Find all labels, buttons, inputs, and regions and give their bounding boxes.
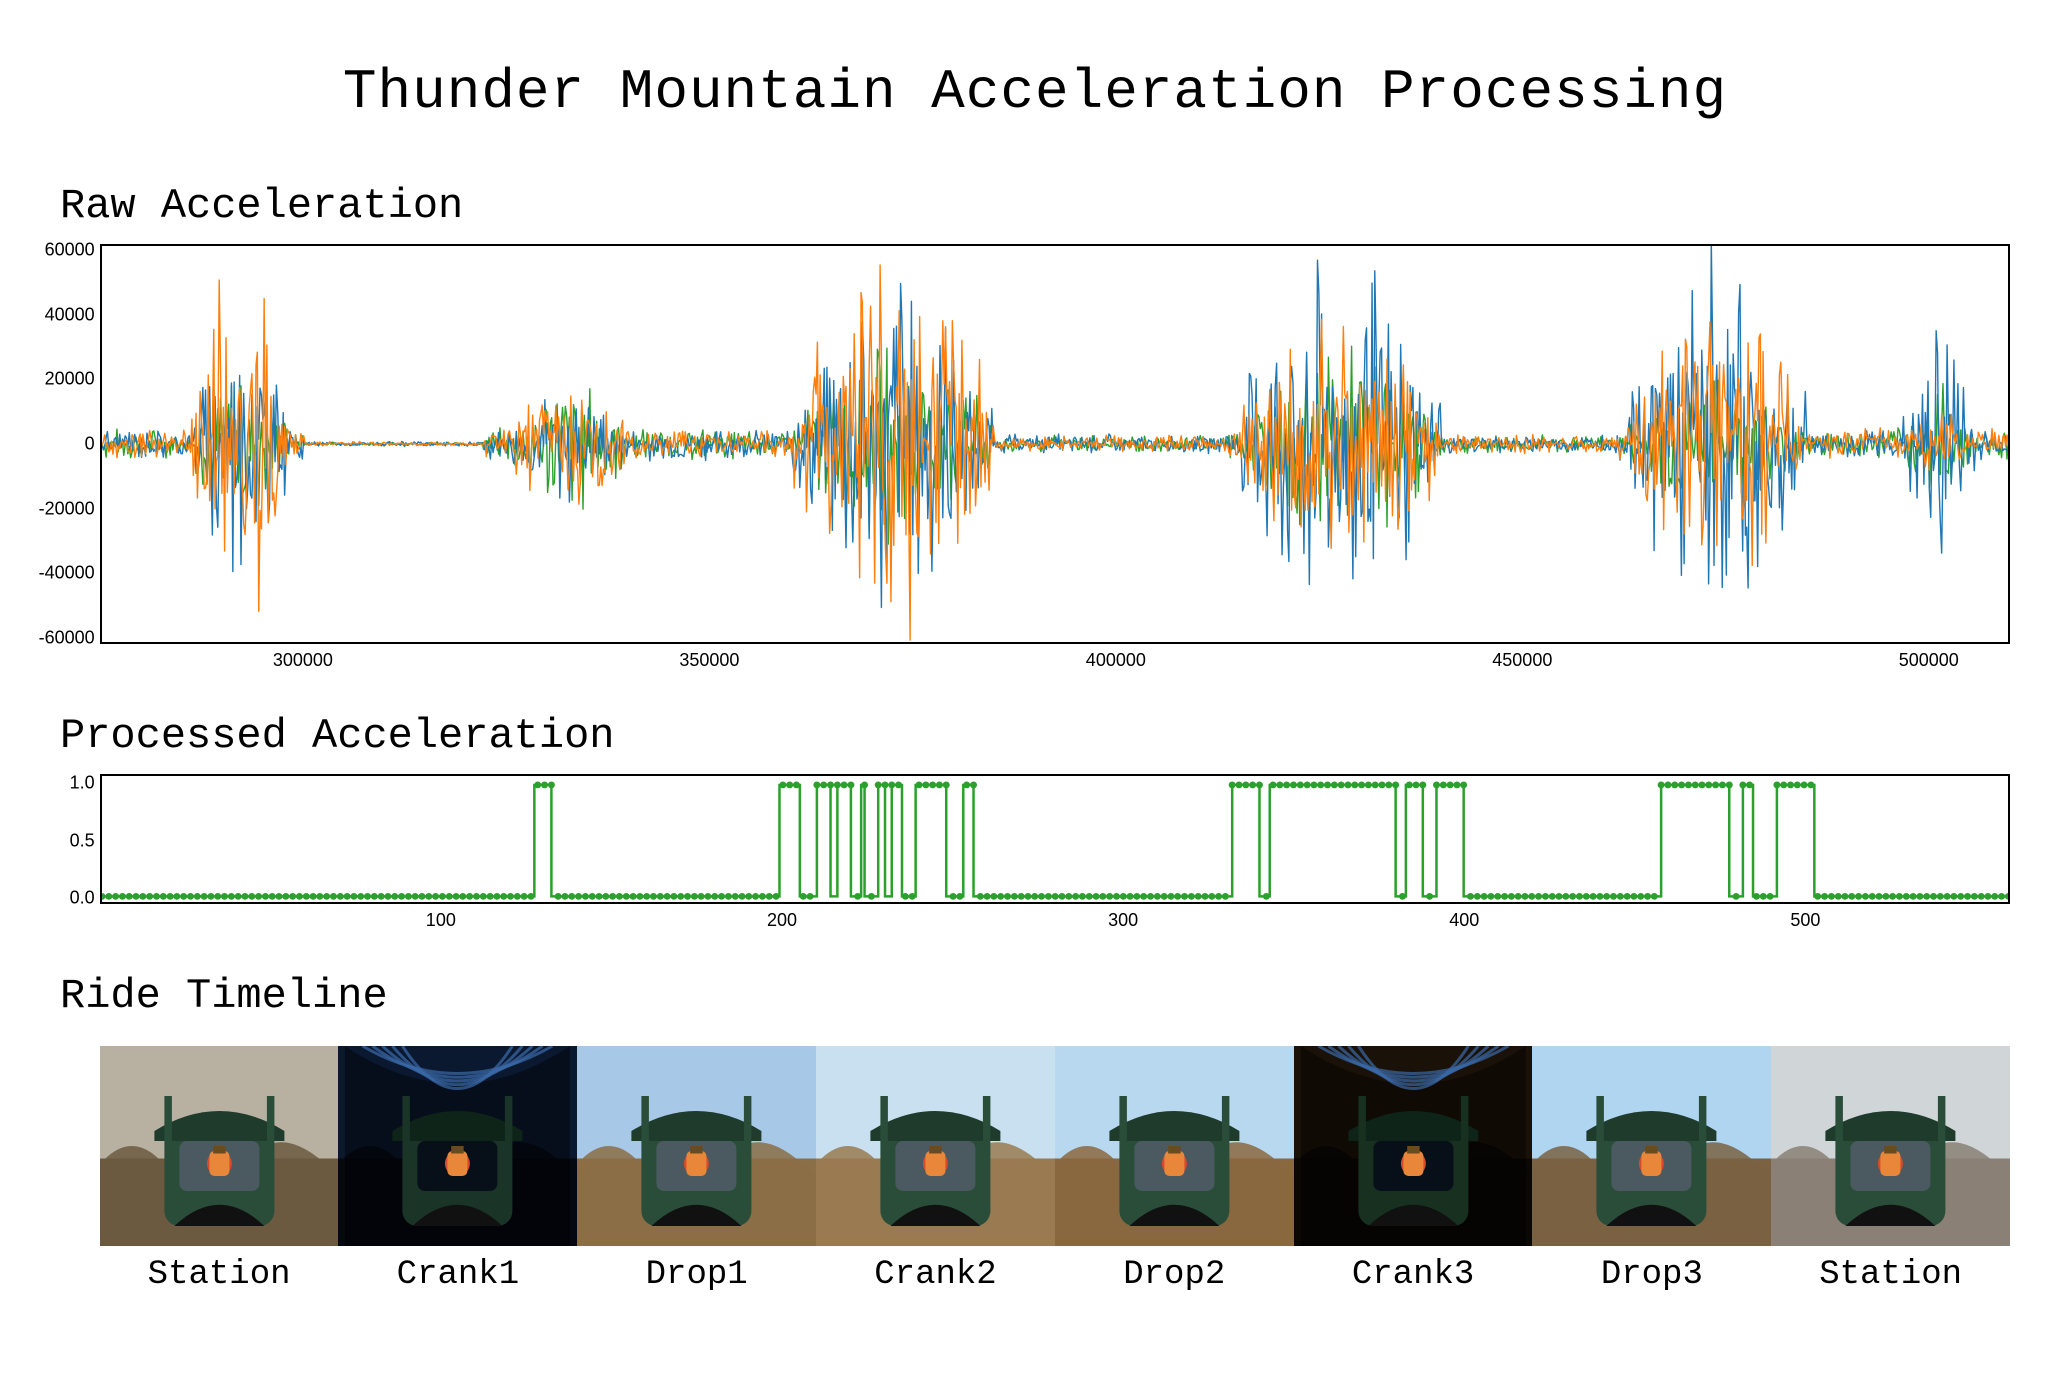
ytick-label: 0.5: [20, 830, 95, 851]
timeline-label: Drop1: [577, 1256, 816, 1294]
processed-xaxis: 100 200 300 400 500: [100, 910, 2010, 934]
xtick-label: 300000: [273, 650, 333, 671]
timeline-thumb: [1055, 1046, 1294, 1246]
timeline-thumb: [338, 1046, 577, 1246]
processed-yaxis: 0.00.51.0: [20, 774, 95, 904]
processed-chart-wrap: 0.00.51.0 100200300400500: [100, 774, 2010, 904]
processed-chart-border: [100, 774, 2010, 904]
ytick-label: 60000: [20, 240, 95, 261]
timeline-thumb: [577, 1046, 816, 1246]
ytick-label: -60000: [20, 627, 95, 648]
timeline-label: Crank3: [1294, 1256, 1533, 1294]
processed-chart-svg: [102, 776, 2008, 902]
processed-chart-title: Processed Acceleration: [60, 712, 2030, 760]
timeline-label: Crank1: [338, 1256, 577, 1294]
xtick-label: 500: [1790, 910, 1820, 931]
xtick-label: 350000: [679, 650, 739, 671]
ytick-label: 40000: [20, 304, 95, 325]
timeline-thumb: [100, 1046, 339, 1246]
timeline-label: Drop3: [1532, 1256, 1771, 1294]
timeline-title: Ride Timeline: [60, 972, 2030, 1020]
raw-chart-title: Raw Acceleration: [60, 182, 2030, 230]
xtick-label: 400000: [1086, 650, 1146, 671]
ytick-label: 20000: [20, 369, 95, 390]
xtick-label: 400: [1449, 910, 1479, 931]
timeline-label: Station: [100, 1256, 339, 1294]
xtick-label: 450000: [1492, 650, 1552, 671]
timeline-label: Drop2: [1055, 1256, 1294, 1294]
xtick-label: 300: [1108, 910, 1138, 931]
page-title: Thunder Mountain Acceleration Processing: [40, 60, 2030, 124]
ytick-label: 1.0: [20, 773, 95, 794]
raw-xaxis: 300000 350000 400000 450000 500000: [100, 650, 2010, 674]
raw-chart-border: [100, 244, 2010, 644]
ytick-label: -40000: [20, 563, 95, 584]
timeline-label: Station: [1771, 1256, 2010, 1294]
xtick-label: 100: [426, 910, 456, 931]
xtick-label: 500000: [1899, 650, 1959, 671]
ride-timeline: StationCrank1Drop1Crank2Drop2Crank3Drop3…: [100, 1046, 2010, 1294]
ytick-label: -20000: [20, 498, 95, 519]
ytick-label: 0.0: [20, 888, 95, 909]
ytick-label: 0: [20, 434, 95, 455]
xtick-label: 200: [767, 910, 797, 931]
timeline-thumb: [1771, 1046, 2010, 1246]
timeline-thumb: [1294, 1046, 1533, 1246]
raw-chart-wrap: -60000-40000-200000200004000060000 30000…: [100, 244, 2010, 644]
raw-chart-svg: [102, 246, 2008, 642]
raw-yaxis: -60000-40000-200000200004000060000: [20, 244, 95, 644]
timeline-thumb: [816, 1046, 1055, 1246]
timeline-label: Crank2: [816, 1256, 1055, 1294]
timeline-thumb: [1532, 1046, 1771, 1246]
